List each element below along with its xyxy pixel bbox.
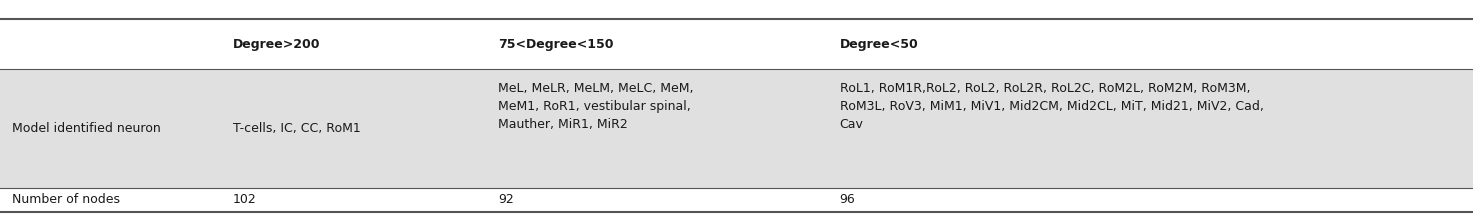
Bar bbox=[0, 69, 1473, 188]
Text: Number of nodes: Number of nodes bbox=[12, 193, 119, 206]
Text: Model identified neuron: Model identified neuron bbox=[12, 122, 161, 135]
Text: T-cells, IC, CC, RoM1: T-cells, IC, CC, RoM1 bbox=[233, 122, 361, 135]
Text: Degree<50: Degree<50 bbox=[840, 38, 918, 51]
Text: MeL, MeLR, MeLM, MeLC, MeM,
MeM1, RoR1, vestibular spinal,
Mauther, MiR1, MiR2: MeL, MeLR, MeLM, MeLC, MeM, MeM1, RoR1, … bbox=[498, 82, 694, 131]
Text: 96: 96 bbox=[840, 193, 856, 206]
Text: 102: 102 bbox=[233, 193, 256, 206]
Text: Degree>200: Degree>200 bbox=[233, 38, 320, 51]
Text: 75<Degree<150: 75<Degree<150 bbox=[498, 38, 613, 51]
Text: RoL1, RoM1R,RoL2, RoL2, RoL2R, RoL2C, RoM2L, RoM2M, RoM3M,
RoM3L, RoV3, MiM1, Mi: RoL1, RoM1R,RoL2, RoL2, RoL2R, RoL2C, Ro… bbox=[840, 82, 1264, 131]
Text: 92: 92 bbox=[498, 193, 514, 206]
